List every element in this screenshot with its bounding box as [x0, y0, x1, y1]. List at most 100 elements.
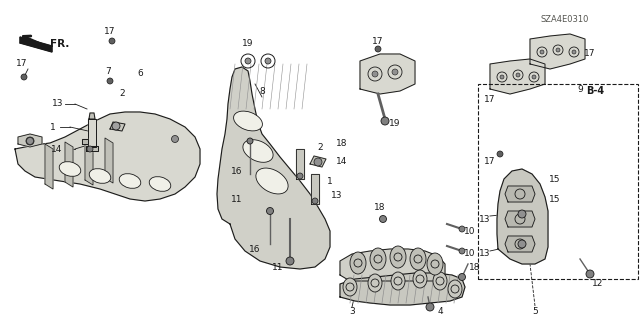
- Text: 7: 7: [105, 66, 111, 76]
- Bar: [478, 84, 638, 279]
- Polygon shape: [45, 144, 53, 189]
- Circle shape: [245, 58, 251, 64]
- Text: 15: 15: [549, 195, 561, 204]
- Text: SZA4E0310: SZA4E0310: [541, 14, 589, 24]
- Polygon shape: [310, 156, 326, 167]
- Circle shape: [247, 138, 253, 144]
- Polygon shape: [497, 169, 548, 264]
- Circle shape: [265, 58, 271, 64]
- Text: 2: 2: [317, 143, 323, 152]
- Circle shape: [21, 74, 27, 80]
- Text: FR.: FR.: [51, 39, 70, 49]
- Polygon shape: [360, 54, 415, 94]
- Ellipse shape: [149, 177, 171, 191]
- Ellipse shape: [256, 168, 288, 194]
- Ellipse shape: [391, 272, 405, 290]
- Circle shape: [266, 207, 273, 214]
- Text: 19: 19: [243, 40, 253, 48]
- Circle shape: [380, 216, 387, 222]
- Polygon shape: [110, 122, 125, 131]
- Text: 13: 13: [479, 249, 491, 258]
- Text: 18: 18: [336, 139, 348, 149]
- Circle shape: [297, 173, 303, 179]
- Circle shape: [426, 303, 434, 311]
- Circle shape: [312, 198, 318, 204]
- Circle shape: [375, 46, 381, 52]
- Circle shape: [26, 137, 33, 145]
- Circle shape: [109, 38, 115, 44]
- Polygon shape: [217, 67, 330, 269]
- Circle shape: [518, 210, 526, 218]
- Circle shape: [500, 75, 504, 79]
- Ellipse shape: [368, 274, 382, 292]
- Polygon shape: [86, 146, 98, 151]
- Text: 14: 14: [51, 145, 63, 153]
- Circle shape: [459, 248, 465, 254]
- Circle shape: [314, 158, 322, 166]
- Circle shape: [458, 273, 465, 280]
- Circle shape: [572, 50, 576, 54]
- Ellipse shape: [89, 169, 111, 183]
- Text: 4: 4: [437, 307, 443, 315]
- Polygon shape: [505, 211, 535, 227]
- Ellipse shape: [410, 248, 426, 270]
- Ellipse shape: [350, 252, 366, 274]
- Ellipse shape: [119, 174, 141, 188]
- Text: 13: 13: [332, 191, 343, 201]
- Circle shape: [381, 117, 389, 125]
- Polygon shape: [15, 112, 200, 201]
- Polygon shape: [18, 134, 42, 147]
- Polygon shape: [88, 119, 96, 147]
- Circle shape: [540, 50, 544, 54]
- Text: 1: 1: [50, 122, 56, 131]
- Text: 10: 10: [464, 227, 476, 236]
- Text: 2: 2: [119, 90, 125, 99]
- Text: 14: 14: [336, 157, 348, 166]
- Circle shape: [372, 71, 378, 77]
- Text: 1: 1: [327, 176, 333, 186]
- Ellipse shape: [448, 280, 462, 298]
- Circle shape: [556, 48, 560, 52]
- Text: 13: 13: [52, 100, 64, 108]
- Text: 17: 17: [16, 60, 28, 69]
- Ellipse shape: [370, 248, 386, 270]
- Polygon shape: [340, 249, 445, 281]
- Text: 17: 17: [484, 157, 496, 166]
- Polygon shape: [82, 139, 88, 144]
- Circle shape: [459, 226, 465, 232]
- Ellipse shape: [343, 278, 357, 296]
- Polygon shape: [340, 273, 465, 305]
- Circle shape: [497, 151, 503, 157]
- Polygon shape: [490, 59, 545, 94]
- Text: 11: 11: [231, 195, 243, 204]
- Polygon shape: [505, 236, 535, 252]
- Ellipse shape: [413, 270, 427, 288]
- Text: 17: 17: [104, 26, 116, 35]
- Circle shape: [586, 270, 594, 278]
- Ellipse shape: [427, 253, 443, 275]
- Polygon shape: [296, 149, 304, 179]
- Ellipse shape: [60, 162, 81, 176]
- Circle shape: [518, 240, 526, 248]
- Circle shape: [392, 69, 398, 75]
- Text: B-4: B-4: [586, 86, 604, 96]
- Text: 17: 17: [484, 94, 496, 103]
- Polygon shape: [505, 186, 535, 202]
- Ellipse shape: [433, 272, 447, 290]
- Text: 10: 10: [464, 249, 476, 258]
- Text: 11: 11: [272, 263, 284, 271]
- Text: 15: 15: [549, 174, 561, 183]
- Text: 17: 17: [372, 36, 384, 46]
- Ellipse shape: [390, 246, 406, 268]
- Polygon shape: [85, 140, 93, 185]
- Polygon shape: [20, 37, 52, 52]
- Text: 17: 17: [584, 49, 596, 58]
- Circle shape: [286, 257, 294, 265]
- Text: 5: 5: [532, 307, 538, 315]
- Ellipse shape: [234, 111, 262, 131]
- Circle shape: [172, 136, 179, 143]
- Text: 3: 3: [349, 307, 355, 315]
- Text: 16: 16: [249, 244, 260, 254]
- Text: 12: 12: [592, 279, 604, 288]
- Circle shape: [532, 75, 536, 79]
